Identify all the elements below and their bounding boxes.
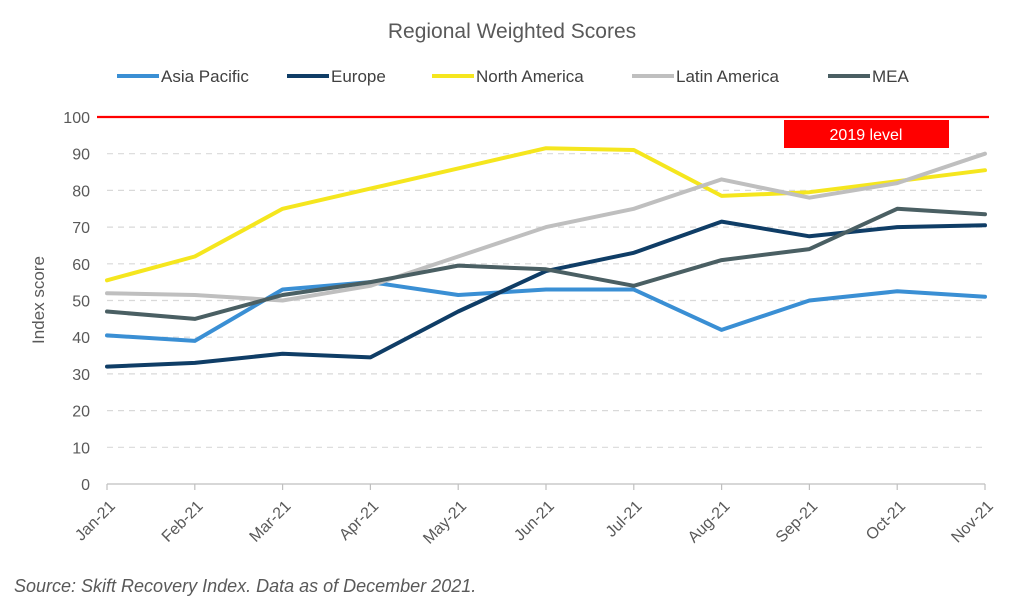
reference-label-box xyxy=(784,120,949,148)
x-tick-label: Jul-21 xyxy=(603,498,646,541)
y-axis-title: Index score xyxy=(29,256,48,344)
x-tick-label: Sep-21 xyxy=(773,498,822,547)
x-tick-label: Apr-21 xyxy=(336,498,382,544)
x-tick-label: Jan-21 xyxy=(72,498,119,545)
x-tick-label: Nov-21 xyxy=(948,498,997,547)
series-line-asia-pacific xyxy=(105,280,987,343)
reference-line-group: 2019 level xyxy=(97,115,989,148)
y-tick-label: 80 xyxy=(72,183,90,200)
reference-label: 2019 level xyxy=(830,127,903,144)
x-tick-label: Aug-21 xyxy=(685,498,734,547)
x-tick-label: May-21 xyxy=(420,498,470,548)
series-line-latin-america xyxy=(105,151,987,303)
y-tick-label: 10 xyxy=(72,440,90,457)
chart-title: Regional Weighted Scores xyxy=(388,20,636,43)
source-note: Source: Skift Recovery Index. Data as of… xyxy=(14,576,476,596)
y-tick-label: 30 xyxy=(72,367,90,384)
legend-label-europe: Europe xyxy=(331,67,386,86)
y-tick-label: 90 xyxy=(72,147,90,164)
y-tick-label: 20 xyxy=(72,404,90,421)
x-tick-label: Jun-21 xyxy=(511,498,558,545)
y-axis: 0 10 20 30 40 50 60 70 80 90 100 xyxy=(63,110,90,494)
legend-label-north-america: North America xyxy=(476,67,584,86)
series-lines xyxy=(105,146,987,369)
y-tick-label: 50 xyxy=(72,294,90,311)
series-line-mea xyxy=(105,206,987,321)
legend-label-asia-pacific: Asia Pacific xyxy=(161,67,249,86)
x-tick-label: Mar-21 xyxy=(247,498,295,546)
x-tick-label: Feb-21 xyxy=(159,498,207,546)
y-tick-label: 100 xyxy=(63,110,90,127)
legend-label-latin-america: Latin America xyxy=(676,67,780,86)
legend: Asia Pacific Europe North America Latin Ame… xyxy=(117,67,910,86)
y-tick-label: 60 xyxy=(72,257,90,274)
x-tick-label: Oct-21 xyxy=(863,498,909,544)
gridlines xyxy=(107,153,985,448)
series-line-north-america xyxy=(105,146,987,283)
y-tick-label: 0 xyxy=(81,477,90,494)
x-axis: Jan-21 Feb-21 Mar-21 Apr-21 May-21 Jun-21 Jul-… xyxy=(72,483,997,548)
y-tick-label: 40 xyxy=(72,330,90,347)
legend-label-mea: MEA xyxy=(872,67,910,86)
y-tick-label: 70 xyxy=(72,220,90,237)
